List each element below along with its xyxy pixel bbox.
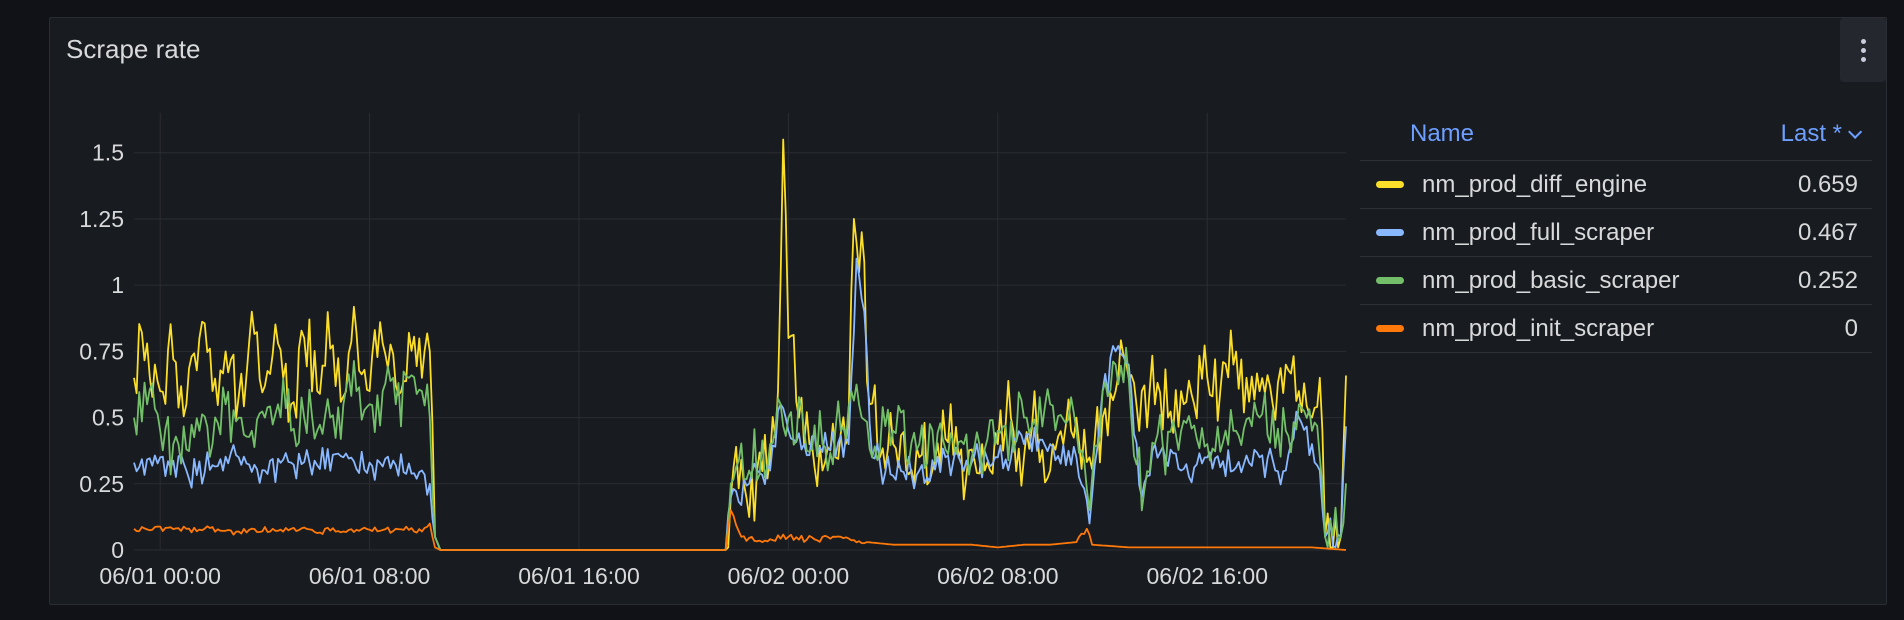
- legend-row[interactable]: nm_prod_diff_engine 0.659: [1360, 161, 1872, 209]
- legend-series-name: nm_prod_diff_engine: [1422, 170, 1648, 198]
- legend-last-value: 0.659: [1797, 170, 1858, 198]
- chart-grid: [134, 113, 1346, 551]
- x-tick-label: 06/02 16:00: [1147, 563, 1269, 589]
- legend-row[interactable]: nm_prod_init_scraper 0: [1360, 305, 1872, 353]
- series-line-nm_prod_basic_scraper: [133, 346, 1347, 551]
- y-axis-ticks: 0 0.25 0.5 0.75 1 1.25 1.5: [79, 140, 124, 563]
- legend-last-value: 0.252: [1797, 266, 1858, 294]
- x-tick-label: 06/02 00:00: [728, 563, 850, 589]
- legend-series-name: nm_prod_init_scraper: [1422, 314, 1655, 342]
- y-tick-label: 0.25: [79, 471, 124, 497]
- legend-series-name: nm_prod_basic_scraper: [1422, 266, 1680, 294]
- x-tick-label: 06/02 08:00: [937, 563, 1059, 589]
- panel-title: Scrape rate: [66, 34, 201, 64]
- y-tick-label: 0.5: [92, 405, 124, 431]
- y-tick-label: 1: [111, 272, 124, 298]
- legend-last-value: 0: [1844, 314, 1858, 342]
- series-line-nm_prod_full_scraper: [133, 257, 1347, 551]
- y-tick-label: 0: [111, 537, 124, 563]
- x-axis-ticks: 06/01 00:00 06/01 08:00 06/01 16:00 06/02 0…: [99, 563, 1268, 589]
- x-tick-label: 06/01 08:00: [309, 563, 431, 589]
- legend-last-label: Last *: [1780, 120, 1842, 147]
- legend-last-value: 0.467: [1797, 218, 1858, 246]
- legend-series-name: nm_prod_full_scraper: [1422, 218, 1655, 246]
- kebab-menu-icon: [1860, 38, 1866, 62]
- legend-row[interactable]: nm_prod_full_scraper 0.467: [1360, 209, 1872, 257]
- time-series-chart[interactable]: 0 0.25 0.5 0.75 1 1.25 1.5 06/01 00:00 06/01 08…: [50, 18, 1350, 606]
- panel-menu-button[interactable]: [1840, 18, 1886, 82]
- y-tick-label: 1.25: [79, 206, 124, 232]
- scrape-rate-panel: Scrape rate 0 0.25 0.5 0.75 1 1.25 1.5 06/01 0…: [49, 17, 1887, 605]
- x-tick-label: 06/01 00:00: [99, 563, 221, 589]
- series-line-nm_prod_init_scraper: [133, 509, 1347, 551]
- y-tick-label: 1.5: [92, 140, 124, 166]
- chart-series: [133, 138, 1347, 551]
- legend-name-header[interactable]: Name: [1410, 120, 1475, 147]
- legend-last-header[interactable]: Last *: [1781, 120, 1872, 148]
- series-color-swatch: [1376, 325, 1404, 332]
- series-color-swatch: [1376, 181, 1404, 188]
- y-tick-label: 0.75: [79, 338, 124, 364]
- series-line-nm_prod_diff_engine: [133, 138, 1347, 551]
- series-color-swatch: [1376, 277, 1404, 284]
- x-tick-label: 06/01 16:00: [518, 563, 640, 589]
- legend-header: Name Last *: [1360, 108, 1872, 161]
- series-color-swatch: [1376, 229, 1404, 236]
- legend-row[interactable]: nm_prod_basic_scraper 0.252: [1360, 257, 1872, 305]
- legend-table: Name Last * nm_prod_diff_engine 0.659 nm_p…: [1360, 108, 1872, 353]
- chevron-down-icon: [1848, 124, 1863, 139]
